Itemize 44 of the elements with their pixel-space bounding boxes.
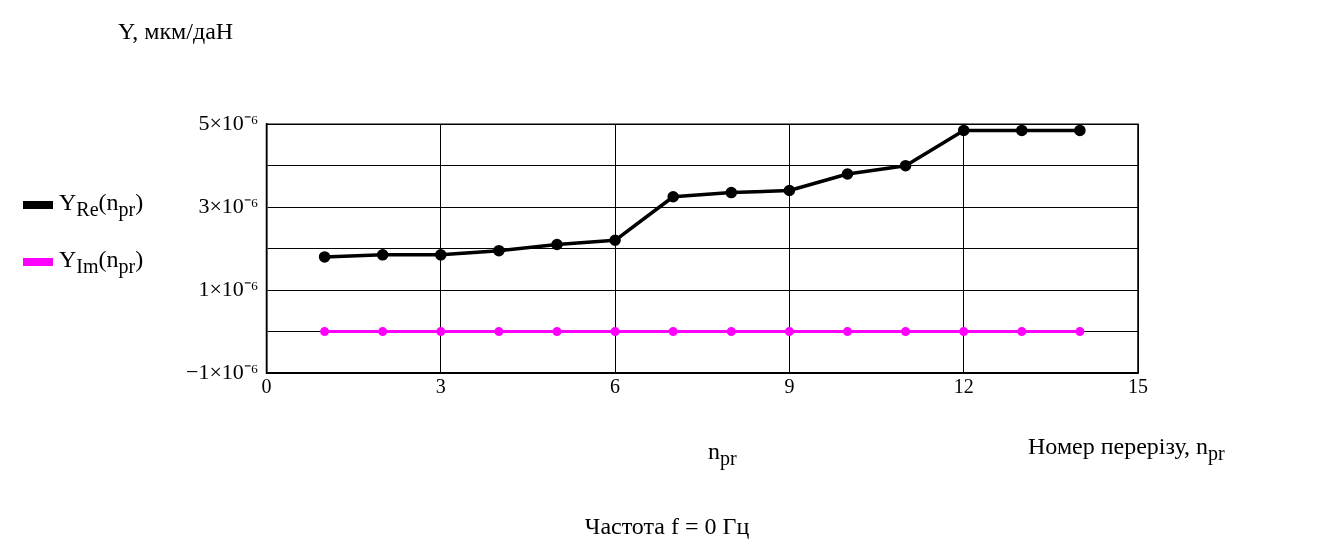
y-tick-label: 3×10⁻⁶	[198, 192, 259, 218]
legend-label: Y$_{Im}$(n$_{pr}$)	[59, 244, 144, 280]
point	[957, 124, 970, 137]
x-tick-label: 15	[1128, 375, 1148, 398]
point	[725, 186, 738, 199]
point	[899, 159, 912, 172]
point	[901, 327, 911, 337]
x-tick-label: 12	[953, 375, 974, 398]
y-tick-label: 5×10⁻⁶	[198, 109, 259, 135]
point	[320, 327, 330, 337]
x-tick-label: 9	[784, 375, 795, 398]
point	[783, 184, 796, 197]
point	[609, 234, 621, 247]
point	[494, 327, 504, 337]
point	[1017, 327, 1027, 337]
x-axis-title: Номер перерізу, n$_{pr}$	[1028, 433, 1225, 465]
point	[318, 251, 331, 263]
point	[493, 244, 505, 257]
point	[841, 168, 854, 180]
point	[610, 327, 620, 337]
point	[436, 327, 446, 337]
point	[1016, 124, 1028, 137]
point	[1075, 327, 1085, 337]
y-tick-label: 1×10⁻⁶	[198, 275, 259, 301]
point	[376, 249, 389, 261]
point	[435, 249, 447, 261]
x-tick-label: 6	[610, 375, 621, 398]
text: n$_{pr}$	[708, 438, 737, 470]
text: Частота f = 0 Гц	[583, 513, 751, 540]
point	[1074, 124, 1086, 137]
legend-label: Y$_{Re}$(n$_{pr}$)	[59, 188, 144, 223]
point	[843, 327, 852, 337]
point	[667, 191, 679, 203]
point	[959, 327, 969, 337]
point	[551, 238, 563, 251]
x-tick-label: 0	[261, 375, 272, 398]
y-tick-label: −1×10⁻⁶	[186, 358, 259, 384]
x-tick-label: 3	[435, 375, 446, 398]
point	[726, 327, 736, 337]
y-axis-title: Y, мкм/даН	[118, 18, 234, 45]
point	[552, 327, 562, 337]
point	[784, 327, 794, 337]
point	[668, 327, 678, 337]
point	[378, 327, 388, 337]
